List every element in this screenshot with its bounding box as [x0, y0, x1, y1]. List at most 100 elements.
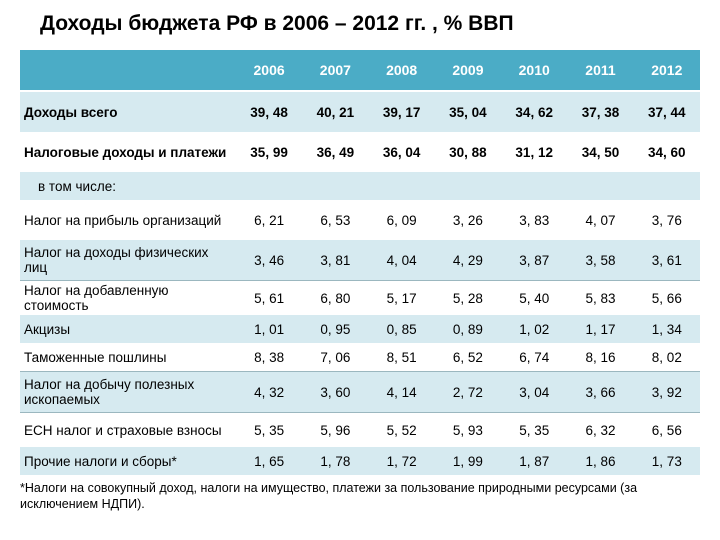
page-title: Доходы бюджета РФ в 2006 – 2012 гг. , % …: [40, 12, 700, 36]
cell-value: 34, 60: [634, 132, 700, 172]
row-label: Акцизы: [20, 315, 236, 343]
cell-value: 3, 87: [501, 240, 567, 281]
cell-value: 5, 83: [567, 281, 633, 316]
cell-value: 37, 44: [634, 91, 700, 132]
table-row: Акцизы1, 010, 950, 850, 891, 021, 171, 3…: [20, 315, 700, 343]
cell-value: 35, 99: [236, 132, 302, 172]
table-row: Налог на прибыль организаций6, 216, 536,…: [20, 200, 700, 240]
cell-value: 0, 95: [302, 315, 368, 343]
cell-value: 3, 66: [567, 372, 633, 413]
cell-value: 6, 74: [501, 343, 567, 372]
cell-value: 1, 87: [501, 447, 567, 475]
cell-value: 1, 72: [369, 447, 435, 475]
cell-value: 5, 93: [435, 413, 501, 448]
cell-value: 5, 52: [369, 413, 435, 448]
cell-value: 8, 51: [369, 343, 435, 372]
row-label: ЕСН налог и страховые взносы: [20, 413, 236, 448]
cell-value: 5, 96: [302, 413, 368, 448]
cell-value: 2, 72: [435, 372, 501, 413]
cell-value: [501, 172, 567, 200]
cell-value: 30, 88: [435, 132, 501, 172]
table-row: Прочие налоги и сборы*1, 651, 781, 721, …: [20, 447, 700, 475]
cell-value: 3, 04: [501, 372, 567, 413]
cell-value: 5, 61: [236, 281, 302, 316]
cell-value: 31, 12: [501, 132, 567, 172]
row-label: Налог на добавленную стоимость: [20, 281, 236, 316]
cell-value: 5, 66: [634, 281, 700, 316]
cell-value: 4, 14: [369, 372, 435, 413]
cell-value: 1, 78: [302, 447, 368, 475]
table-row: ЕСН налог и страховые взносы5, 355, 965,…: [20, 413, 700, 448]
cell-value: 1, 65: [236, 447, 302, 475]
cell-value: 4, 32: [236, 372, 302, 413]
cell-value: 6, 21: [236, 200, 302, 240]
cell-value: [236, 172, 302, 200]
cell-value: 35, 04: [435, 91, 501, 132]
cell-value: 40, 21: [302, 91, 368, 132]
table-row: в том числе:: [20, 172, 700, 200]
col-year: 2009: [435, 50, 501, 91]
cell-value: 3, 26: [435, 200, 501, 240]
cell-value: 0, 89: [435, 315, 501, 343]
row-label: Налог на прибыль организаций: [20, 200, 236, 240]
cell-value: 3, 81: [302, 240, 368, 281]
cell-value: 3, 92: [634, 372, 700, 413]
cell-value: 3, 46: [236, 240, 302, 281]
cell-value: 6, 80: [302, 281, 368, 316]
cell-value: 6, 56: [634, 413, 700, 448]
cell-value: 1, 34: [634, 315, 700, 343]
cell-value: 5, 35: [501, 413, 567, 448]
cell-value: 36, 49: [302, 132, 368, 172]
cell-value: 5, 35: [236, 413, 302, 448]
col-year: 2011: [567, 50, 633, 91]
cell-value: 1, 73: [634, 447, 700, 475]
col-year: 2012: [634, 50, 700, 91]
header-row: 2006 2007 2008 2009 2010 2011 2012: [20, 50, 700, 91]
cell-value: 36, 04: [369, 132, 435, 172]
cell-value: 1, 01: [236, 315, 302, 343]
col-year: 2007: [302, 50, 368, 91]
cell-value: 34, 50: [567, 132, 633, 172]
row-label: Таможенные пошлины: [20, 343, 236, 372]
cell-value: [634, 172, 700, 200]
cell-value: 39, 17: [369, 91, 435, 132]
cell-value: 6, 09: [369, 200, 435, 240]
cell-value: 34, 62: [501, 91, 567, 132]
row-label: Налог на добычу полезных ископаемых: [20, 372, 236, 413]
cell-value: 3, 83: [501, 200, 567, 240]
footnote: *Налоги на совокупный доход, налоги на и…: [20, 481, 700, 512]
table-row: Доходы всего39, 4840, 2139, 1735, 0434, …: [20, 91, 700, 132]
cell-value: 37, 38: [567, 91, 633, 132]
col-year: 2010: [501, 50, 567, 91]
cell-value: 6, 53: [302, 200, 368, 240]
cell-value: 6, 52: [435, 343, 501, 372]
cell-value: 5, 28: [435, 281, 501, 316]
cell-value: 4, 07: [567, 200, 633, 240]
cell-value: 6, 32: [567, 413, 633, 448]
header-blank: [20, 50, 236, 91]
cell-value: [567, 172, 633, 200]
col-year: 2008: [369, 50, 435, 91]
cell-value: 0, 85: [369, 315, 435, 343]
budget-table: 2006 2007 2008 2009 2010 2011 2012 Доход…: [20, 50, 700, 475]
cell-value: 1, 99: [435, 447, 501, 475]
cell-value: 3, 60: [302, 372, 368, 413]
cell-value: 7, 06: [302, 343, 368, 372]
row-label: Прочие налоги и сборы*: [20, 447, 236, 475]
cell-value: 39, 48: [236, 91, 302, 132]
cell-value: 5, 17: [369, 281, 435, 316]
cell-value: 5, 40: [501, 281, 567, 316]
cell-value: 1, 02: [501, 315, 567, 343]
table-row: Налоговые доходы и платежи35, 9936, 4936…: [20, 132, 700, 172]
cell-value: 8, 02: [634, 343, 700, 372]
table-row: Таможенные пошлины8, 387, 068, 516, 526,…: [20, 343, 700, 372]
cell-value: 1, 86: [567, 447, 633, 475]
table-row: Налог на добавленную стоимость5, 616, 80…: [20, 281, 700, 316]
cell-value: 4, 04: [369, 240, 435, 281]
row-label: Доходы всего: [20, 91, 236, 132]
cell-value: [435, 172, 501, 200]
cell-value: 1, 17: [567, 315, 633, 343]
row-label: Налог на доходы физических лиц: [20, 240, 236, 281]
cell-value: [302, 172, 368, 200]
cell-value: 8, 38: [236, 343, 302, 372]
